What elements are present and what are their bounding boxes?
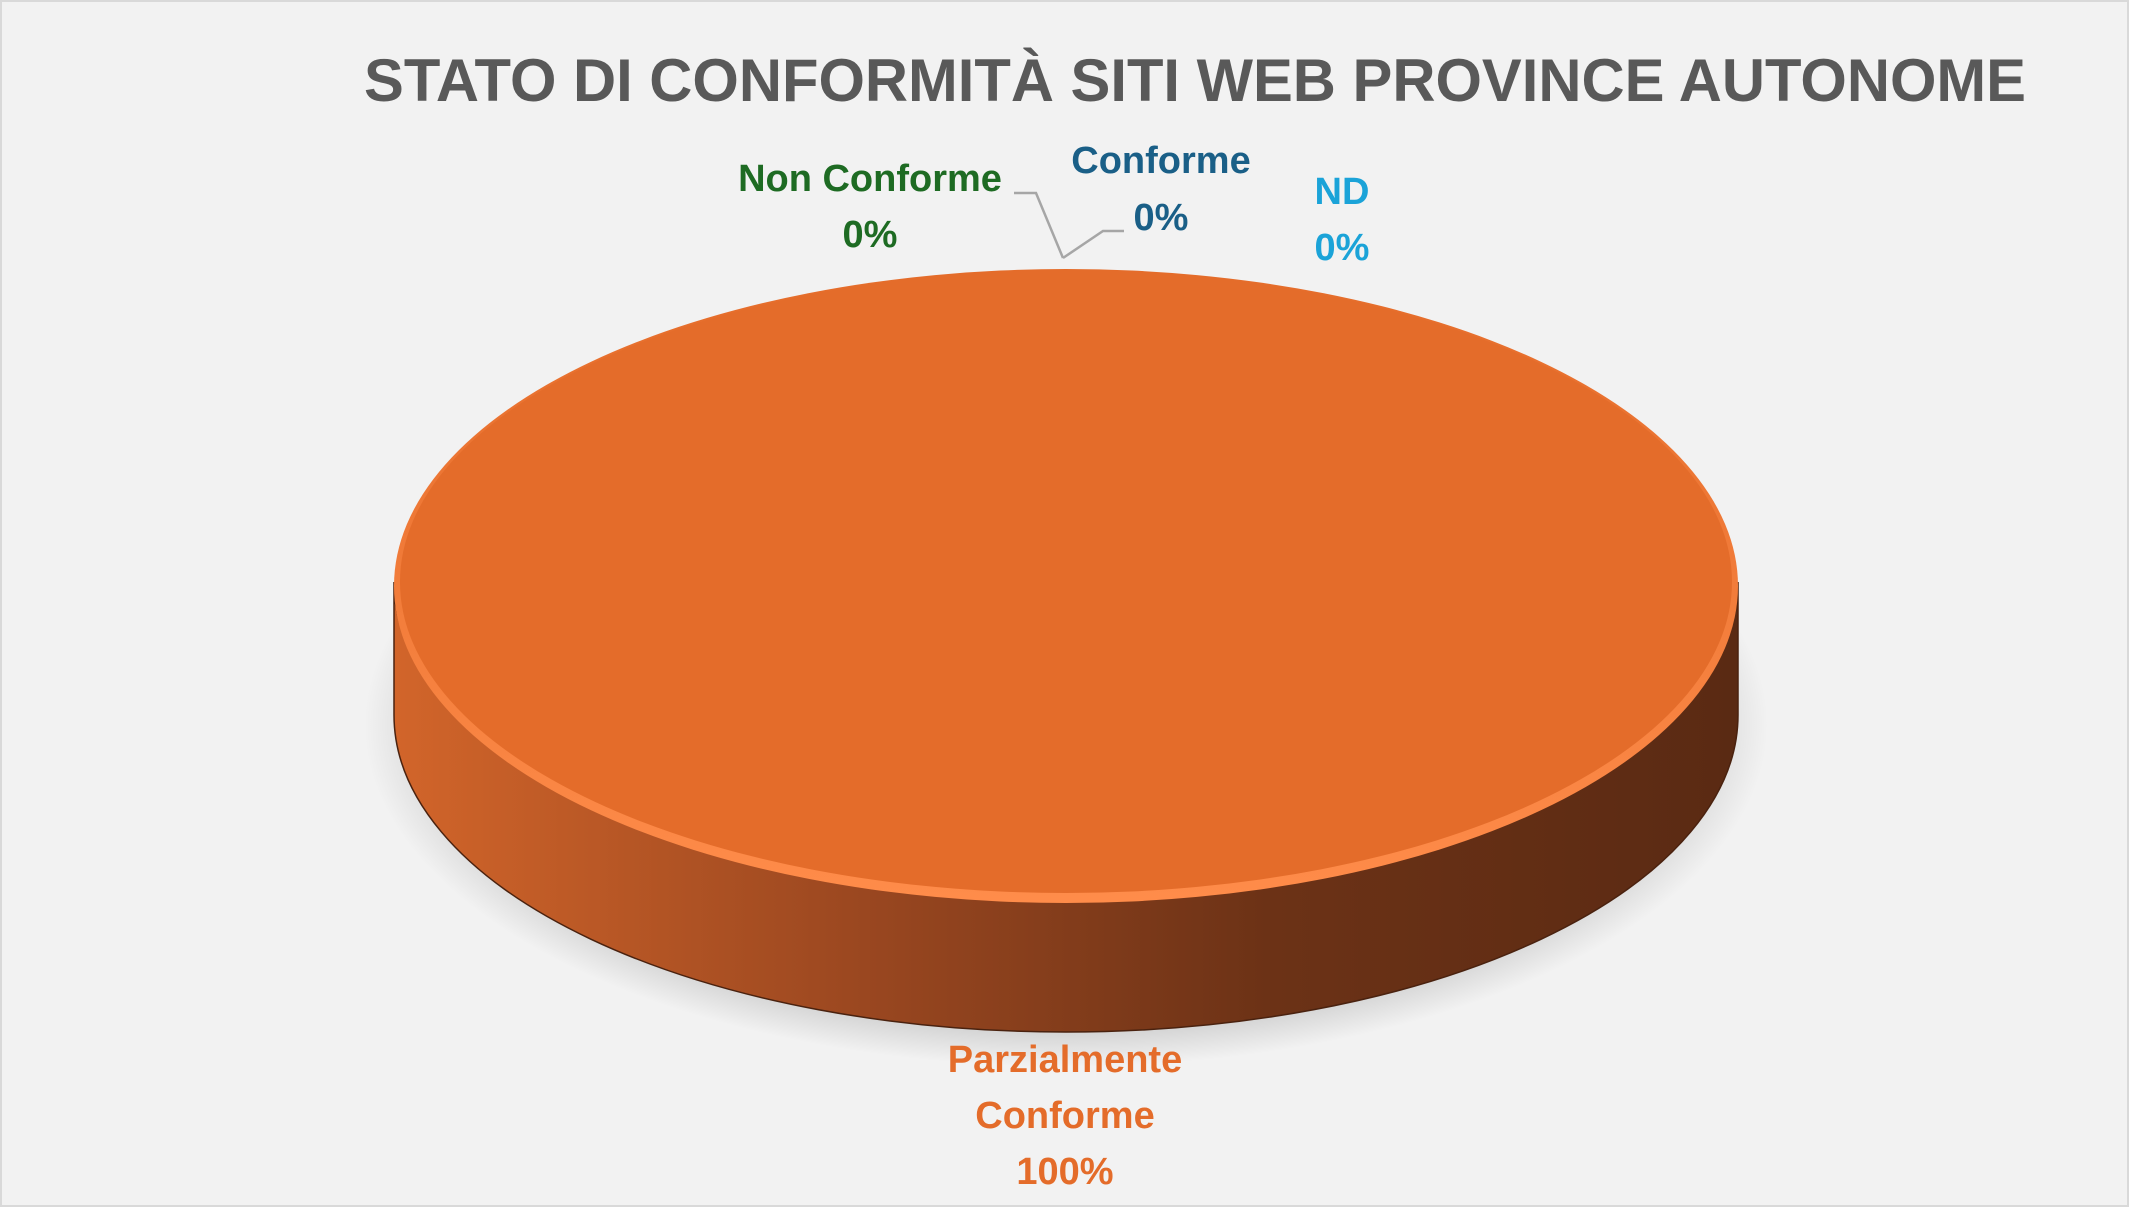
label-name: Non Conforme xyxy=(738,158,1002,200)
data-label-non-conforme: Non Conforme 0% xyxy=(738,158,1002,256)
label-percent: 100% xyxy=(1016,1151,1113,1193)
data-label-nd: ND 0% xyxy=(1315,171,1370,269)
pie-slice-3 xyxy=(400,271,1732,893)
leader-line-conforme xyxy=(1062,229,1124,260)
label-name-line2: Conforme xyxy=(975,1095,1154,1137)
chart-title: STATO DI CONFORMITÀ SITI WEB PROVINCE AU… xyxy=(364,47,2026,114)
label-name: ND xyxy=(1315,171,1370,213)
data-label-parzialmente-conforme: Parzialmente Conforme 100% xyxy=(948,1039,1182,1193)
label-percent: 0% xyxy=(1315,227,1370,269)
leader-line-non-conforme xyxy=(1014,191,1065,259)
label-percent: 0% xyxy=(843,214,898,256)
data-label-conforme: Conforme 0% xyxy=(1071,140,1250,239)
label-name-line1: Parzialmente xyxy=(948,1039,1182,1081)
label-percent: 0% xyxy=(1134,197,1189,239)
label-name: Conforme xyxy=(1071,140,1250,182)
pie-plot xyxy=(364,269,1768,1067)
